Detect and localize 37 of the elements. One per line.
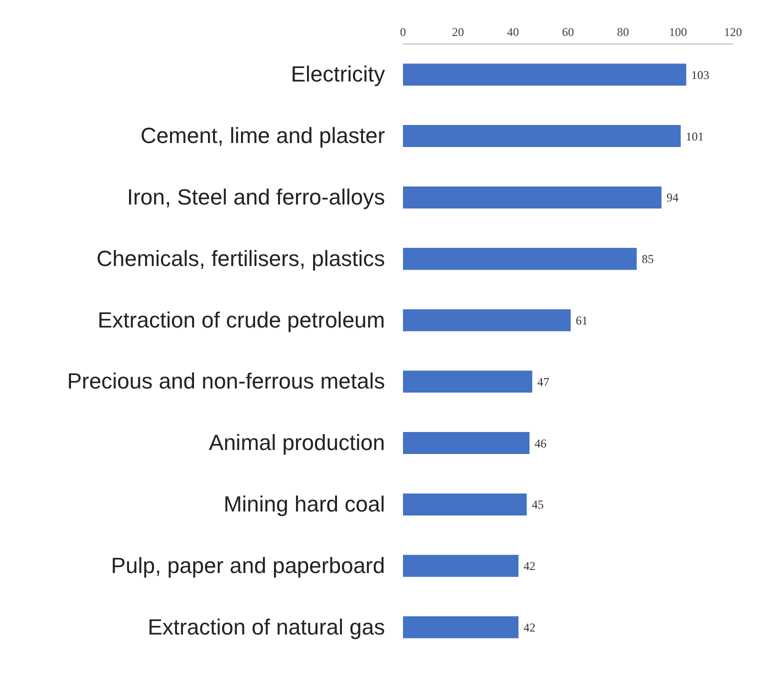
data-label: 42 xyxy=(524,559,536,574)
x-tick-label: 60 xyxy=(562,25,574,39)
data-label: 103 xyxy=(691,68,710,82)
bar xyxy=(403,616,518,638)
x-tick-label: 80 xyxy=(617,25,629,39)
x-tick-label: 100 xyxy=(669,25,687,39)
y-tick-label: Chemicals, fertilisers, plastics xyxy=(96,246,385,271)
bar xyxy=(403,248,637,270)
bar xyxy=(403,432,530,454)
data-label: 94 xyxy=(666,190,678,205)
bar xyxy=(403,64,686,86)
y-tick-label: Pulp, paper and paperboard xyxy=(111,552,385,578)
data-label: 46 xyxy=(534,436,546,450)
y-tick-label: Animal production xyxy=(208,430,385,456)
data-label: 45 xyxy=(532,498,544,512)
bar xyxy=(403,125,681,148)
data-label: 42 xyxy=(524,620,536,635)
bar xyxy=(403,186,662,208)
y-tick-label: Cement, lime and plaster xyxy=(140,123,385,148)
y-tick-label: Extraction of crude petroleum xyxy=(98,307,385,332)
y-tick-label: Mining hard coal xyxy=(224,492,385,516)
bar xyxy=(403,370,532,393)
data-label: 85 xyxy=(642,252,654,266)
bar xyxy=(403,309,571,332)
data-label: 101 xyxy=(686,129,704,144)
x-tick-label: 40 xyxy=(507,25,519,39)
data-label: 47 xyxy=(537,374,550,389)
y-tick-label: Electricity xyxy=(290,62,385,87)
x-tick-label: 120 xyxy=(724,25,742,39)
y-tick-label: Iron, Steel and ferro-alloys xyxy=(126,184,385,210)
data-label: 61 xyxy=(576,314,588,328)
bar xyxy=(403,493,527,516)
y-tick-label: Precious and non-ferrous metals xyxy=(67,368,385,394)
x-tick-label: 0 xyxy=(400,25,406,39)
bar xyxy=(403,554,518,577)
x-tick-label: 20 xyxy=(452,25,464,39)
y-tick-label: Extraction of natural gas xyxy=(148,614,385,640)
